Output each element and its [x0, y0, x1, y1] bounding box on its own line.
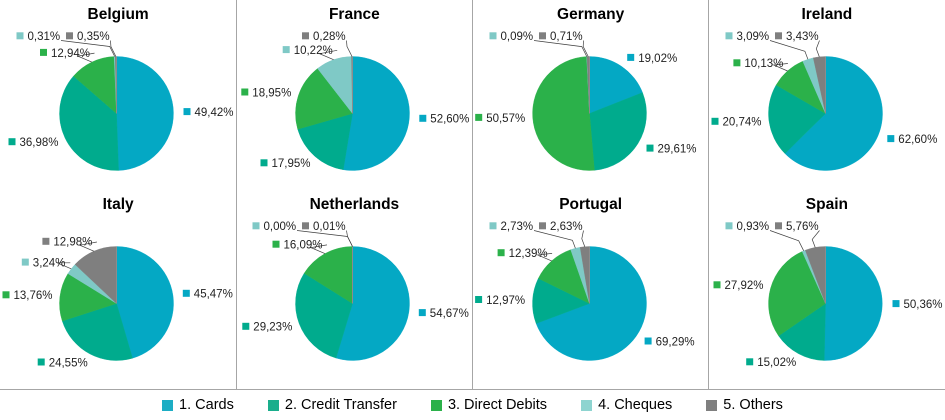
- svg-text:0,09%: 0,09%: [500, 31, 533, 43]
- svg-text:69,29%: 69,29%: [655, 336, 694, 348]
- svg-text:50,36%: 50,36%: [903, 299, 942, 311]
- svg-text:12,98%: 12,98%: [53, 236, 92, 248]
- svg-text:0,01%: 0,01%: [313, 221, 346, 233]
- svg-text:16,09%: 16,09%: [284, 239, 323, 251]
- svg-text:29,23%: 29,23%: [254, 321, 293, 333]
- svg-text:49,42%: 49,42%: [195, 107, 234, 119]
- svg-text:52,60%: 52,60%: [431, 114, 470, 126]
- svg-text:0,93%: 0,93%: [736, 221, 769, 233]
- svg-text:0,28%: 0,28%: [313, 31, 346, 43]
- svg-text:0,71%: 0,71%: [550, 31, 583, 43]
- svg-text:3,43%: 3,43%: [786, 31, 819, 43]
- svg-text:0,31%: 0,31%: [28, 31, 61, 43]
- svg-text:24,55%: 24,55%: [49, 357, 88, 369]
- svg-text:3,24%: 3,24%: [33, 257, 66, 269]
- svg-text:15,02%: 15,02%: [757, 357, 796, 369]
- svg-text:12,94%: 12,94%: [51, 48, 90, 60]
- svg-text:17,95%: 17,95%: [272, 158, 311, 170]
- svg-text:20,74%: 20,74%: [722, 117, 761, 129]
- svg-text:27,92%: 27,92%: [724, 280, 763, 292]
- svg-text:36,98%: 36,98%: [20, 137, 59, 149]
- svg-text:3,09%: 3,09%: [736, 31, 769, 43]
- svg-text:12,39%: 12,39%: [508, 248, 547, 260]
- svg-text:5,76%: 5,76%: [786, 221, 819, 233]
- svg-text:50,57%: 50,57%: [486, 113, 525, 125]
- svg-text:0,00%: 0,00%: [264, 221, 297, 233]
- svg-text:29,61%: 29,61%: [657, 144, 696, 156]
- svg-text:45,47%: 45,47%: [194, 288, 233, 300]
- svg-text:12,97%: 12,97%: [486, 294, 525, 306]
- svg-text:2,63%: 2,63%: [550, 221, 583, 233]
- svg-text:18,95%: 18,95%: [253, 87, 292, 99]
- svg-text:19,02%: 19,02%: [638, 53, 677, 65]
- svg-text:13,76%: 13,76%: [14, 290, 53, 302]
- svg-text:10,13%: 10,13%: [744, 58, 783, 70]
- svg-text:10,22%: 10,22%: [294, 45, 333, 57]
- svg-text:62,60%: 62,60%: [898, 134, 937, 146]
- svg-text:2,73%: 2,73%: [500, 221, 533, 233]
- svg-text:0,35%: 0,35%: [77, 31, 110, 43]
- svg-text:54,67%: 54,67%: [430, 308, 469, 320]
